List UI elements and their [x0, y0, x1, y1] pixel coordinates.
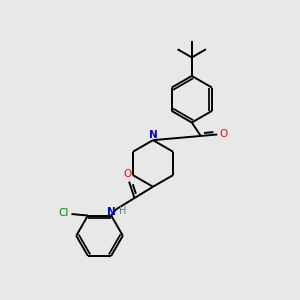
Text: O: O [124, 169, 132, 179]
Text: Cl: Cl [58, 208, 68, 218]
Text: N: N [148, 130, 158, 140]
Text: O: O [220, 130, 228, 140]
Text: H: H [119, 206, 126, 216]
Text: N: N [107, 207, 116, 217]
